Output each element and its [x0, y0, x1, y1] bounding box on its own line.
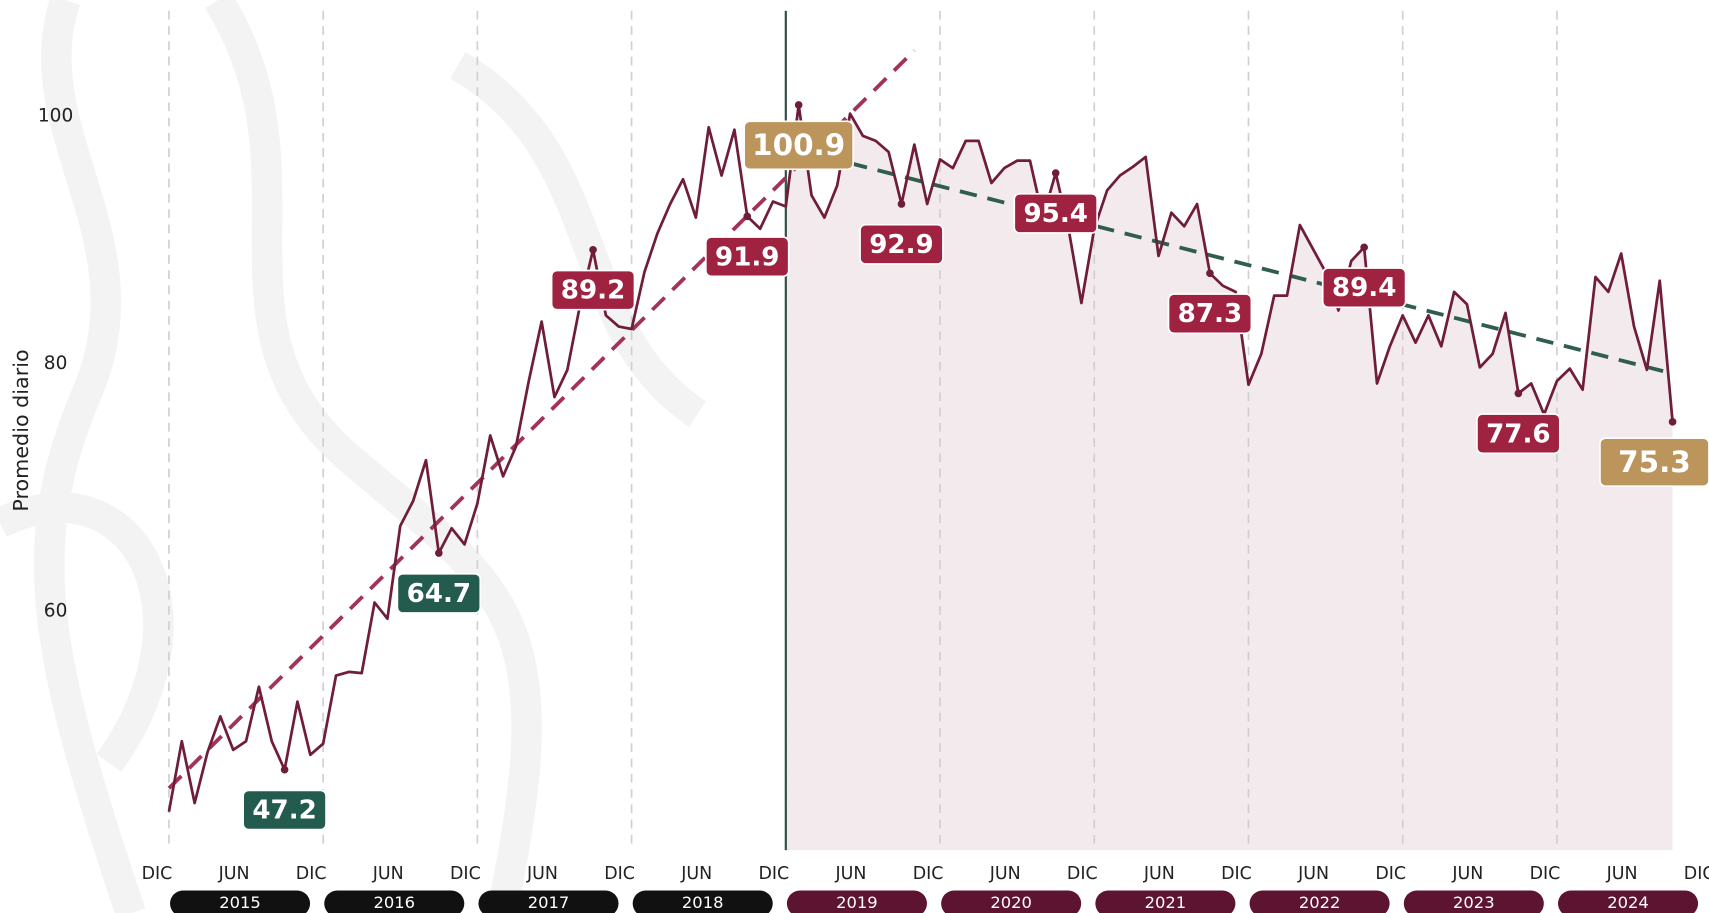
year-label: 2018 — [682, 893, 724, 912]
annotation-label: 77.6 — [1486, 419, 1551, 449]
y-axis-title: Promedio diario — [9, 349, 33, 511]
annotation-dot — [898, 200, 906, 208]
year-label: 2020 — [990, 893, 1032, 912]
annotation-dot — [589, 246, 597, 254]
x-tick-label: JUN — [526, 864, 558, 884]
annotation-label: 100.9 — [752, 128, 845, 162]
x-tick-label: JUN — [372, 864, 404, 884]
x-tick-label: JUN — [218, 864, 250, 884]
annotation-dot — [435, 549, 443, 557]
x-tick-label: DIC — [1221, 864, 1252, 884]
annotation-label: 89.4 — [1332, 273, 1397, 303]
annotation-dot — [1052, 169, 1060, 177]
plot: Promedio diario DIC JUN DIC JUN DIC JUN DIC JUN… — [0, 0, 1709, 913]
x-tick-label: DIC — [604, 864, 635, 884]
year-label: 2021 — [1145, 893, 1187, 912]
y-tick-label: 60 — [44, 601, 68, 622]
annotation-dot — [743, 213, 751, 221]
x-tick-label: DIC — [1530, 864, 1561, 884]
x-tick-label: DIC — [450, 864, 481, 884]
year-label: 2023 — [1453, 893, 1495, 912]
annotation-dot — [795, 101, 803, 109]
chart: Promedio diario DIC JUN DIC JUN DIC JUN DIC JUN… — [0, 0, 1709, 913]
y-tick-label: 100 — [38, 106, 73, 127]
year-label: 2017 — [528, 893, 570, 912]
year-label: 2016 — [373, 893, 415, 912]
annotation-dot — [1206, 269, 1214, 277]
x-tick-label: JUN — [680, 864, 712, 884]
annotation-label: 87.3 — [1178, 299, 1242, 329]
x-tick-label: JUN — [834, 864, 866, 884]
year-label: 2022 — [1299, 893, 1341, 912]
annotation-label: 75.3 — [1618, 445, 1691, 479]
annotation-label: 95.4 — [1023, 199, 1088, 229]
x-tick-label: JUN — [1143, 864, 1175, 884]
year-label: 2015 — [219, 893, 261, 912]
x-tick-label: JUN — [1451, 864, 1483, 884]
annotation-label: 64.7 — [407, 579, 472, 609]
y-tick-label: 80 — [44, 353, 68, 374]
x-tick-label: DIC — [913, 864, 944, 884]
shaded-area — [786, 105, 1673, 850]
background-pattern — [0, 0, 698, 913]
x-tick-label: DIC — [758, 864, 789, 884]
annotation-label: 92.9 — [869, 230, 934, 260]
annotation-dot — [1515, 390, 1523, 398]
year-label: 2019 — [836, 893, 878, 912]
annotation-label: 91.9 — [715, 242, 780, 272]
x-tick-label: JUN — [989, 864, 1021, 884]
annotation-dot — [1669, 418, 1677, 426]
x-tick-label: JUN — [1297, 864, 1329, 884]
annotation-label: 89.2 — [561, 276, 626, 306]
annotation-label: 47.2 — [252, 796, 317, 826]
x-tick-label: DIC — [1067, 864, 1098, 884]
x-tick-label: DIC — [1375, 864, 1406, 884]
annotation-dot — [281, 766, 289, 774]
annotation-dot — [1360, 244, 1368, 252]
x-tick-label: DIC — [142, 864, 173, 884]
x-tick-label: DIC — [296, 864, 327, 884]
year-label: 2024 — [1607, 893, 1649, 912]
x-tick-label: JUN — [1606, 864, 1638, 884]
x-tick-label: DIC — [1684, 864, 1709, 884]
